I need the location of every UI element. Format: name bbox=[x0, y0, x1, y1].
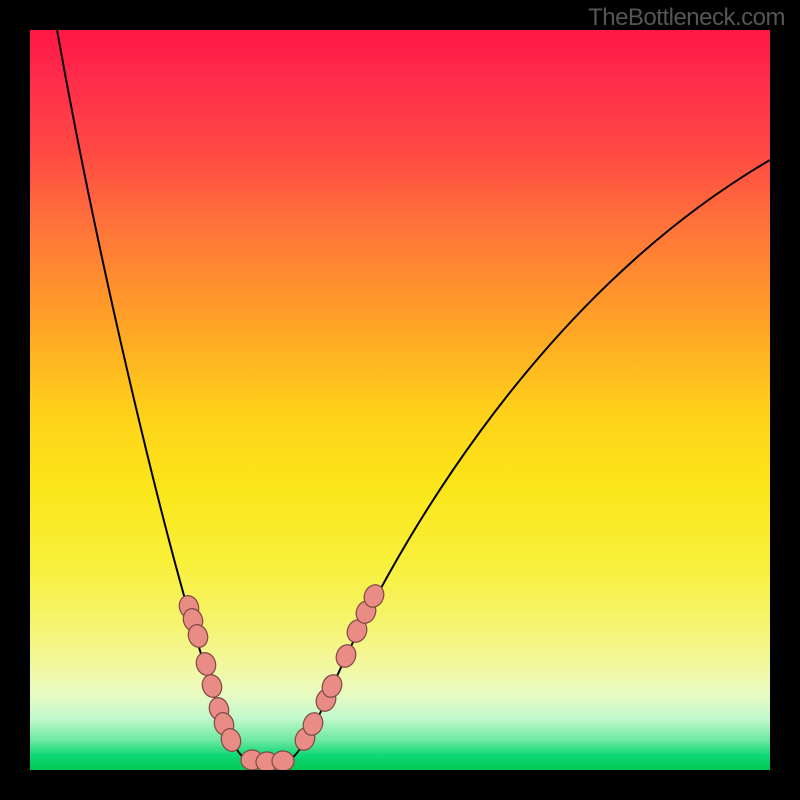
chart-curves bbox=[30, 30, 770, 770]
bead-marker bbox=[199, 672, 224, 700]
left-curve bbox=[57, 30, 248, 760]
right-curve bbox=[289, 160, 770, 760]
bead-marker bbox=[193, 650, 218, 678]
watermark-text: TheBottleneck.com bbox=[588, 4, 785, 32]
bead-marker bbox=[333, 642, 359, 670]
beads-group bbox=[176, 582, 387, 770]
chart-plot-area bbox=[30, 30, 770, 770]
bead-marker bbox=[272, 751, 294, 770]
